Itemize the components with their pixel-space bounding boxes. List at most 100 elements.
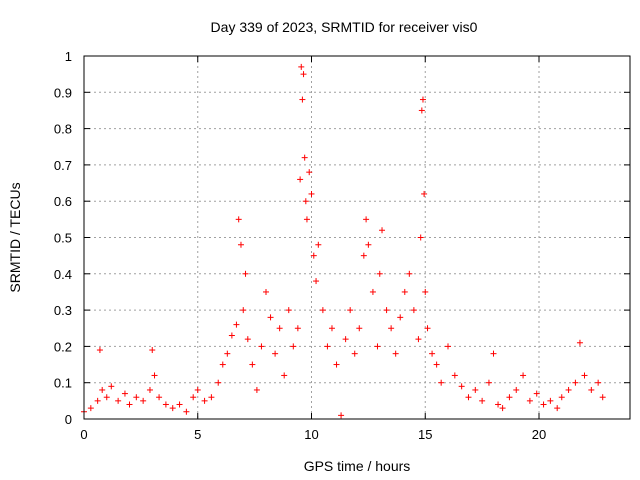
y-tick-label: 0.5 <box>54 231 72 246</box>
x-tick-label: 5 <box>194 427 201 442</box>
data-point <box>99 386 106 393</box>
y-tick-label: 0.2 <box>54 339 72 354</box>
data-point <box>169 405 176 412</box>
data-point <box>458 383 465 390</box>
data-point <box>499 405 506 412</box>
data-point <box>363 216 370 223</box>
data-point <box>429 350 436 357</box>
data-point <box>417 234 424 241</box>
data-point <box>351 350 358 357</box>
data-point <box>215 379 222 386</box>
chart-title: Day 339 of 2023, SRMTID for receiver vis… <box>211 19 478 35</box>
data-point <box>401 288 408 295</box>
data-point <box>495 401 502 408</box>
data-point <box>298 63 305 70</box>
x-tick-label: 10 <box>304 427 318 442</box>
data-point <box>94 397 101 404</box>
data-point <box>249 361 256 368</box>
data-point <box>397 314 404 321</box>
data-point <box>418 107 425 114</box>
x-axis-label: GPS time / hours <box>304 458 411 474</box>
grid-lines <box>84 56 630 419</box>
data-point <box>324 343 331 350</box>
data-point <box>347 307 354 314</box>
data-point <box>565 386 572 393</box>
data-point <box>588 386 595 393</box>
data-point <box>281 372 288 379</box>
data-point <box>297 176 304 183</box>
data-point <box>299 96 306 103</box>
data-point <box>356 325 363 332</box>
data-point <box>272 350 279 357</box>
data-point <box>490 350 497 357</box>
y-tick-label: 0.7 <box>54 158 72 173</box>
data-point <box>133 394 140 401</box>
y-tick-label: 0.8 <box>54 122 72 137</box>
data-point <box>233 321 240 328</box>
data-point <box>263 288 269 295</box>
x-tick-label: 15 <box>418 427 432 442</box>
y-tick-label: 0.6 <box>54 194 72 209</box>
data-point <box>146 386 153 393</box>
data-point <box>526 397 533 404</box>
y-tick-label: 0.3 <box>54 303 72 318</box>
data-point <box>201 397 208 404</box>
y-tick-label: 0.1 <box>54 376 72 391</box>
data-point <box>547 397 554 404</box>
data-point <box>121 390 128 397</box>
data-point <box>176 401 183 408</box>
data-point <box>208 394 215 401</box>
data-point <box>115 397 122 404</box>
data-point <box>360 252 367 259</box>
data-point <box>485 379 492 386</box>
data-point <box>240 307 247 314</box>
data-point <box>294 325 301 332</box>
data-point <box>520 372 527 379</box>
data-point <box>410 307 417 314</box>
data-point <box>306 169 313 176</box>
data-point <box>419 96 426 103</box>
data-point <box>379 227 386 234</box>
data-point <box>315 241 322 248</box>
data-point <box>285 307 292 314</box>
data-point <box>383 307 390 314</box>
data-point <box>424 325 431 332</box>
data-point <box>219 361 226 368</box>
y-tick-label: 1 <box>65 49 72 64</box>
data-point <box>506 394 513 401</box>
data-point <box>87 405 94 412</box>
data-point <box>313 278 320 285</box>
data-point <box>276 325 283 332</box>
data-point <box>421 190 428 197</box>
x-tick-label: 20 <box>532 427 546 442</box>
data-point <box>301 154 308 161</box>
data-point <box>190 394 197 401</box>
data-point <box>342 336 349 343</box>
data-point <box>183 408 190 415</box>
data-point <box>415 336 422 343</box>
data-point <box>558 394 565 401</box>
x-tick-label: 0 <box>80 427 87 442</box>
data-point <box>422 288 429 295</box>
data-point <box>572 379 579 386</box>
data-point <box>392 350 399 357</box>
data-point <box>303 216 310 223</box>
data-point <box>126 401 133 408</box>
axis-ticks: 0 5 10 15 20 0 0.1 0.2 0.3 0.4 0.5 0.6 0.7 0.8 0.9 1 <box>54 49 630 442</box>
data-point <box>438 379 445 386</box>
data-point <box>465 394 472 401</box>
data-point <box>310 252 317 259</box>
data-point <box>472 386 479 393</box>
data-point <box>406 270 413 277</box>
data-point <box>595 379 602 386</box>
data-point <box>338 412 345 419</box>
data-point <box>149 347 156 354</box>
data-point <box>302 198 309 205</box>
data-point <box>162 401 169 408</box>
y-tick-label: 0.9 <box>54 85 72 100</box>
data-point <box>319 307 326 314</box>
y-axis-label: SRMTID / TECUs <box>7 182 23 292</box>
data-point <box>228 332 235 339</box>
y-tick-label: 0 <box>65 412 72 427</box>
